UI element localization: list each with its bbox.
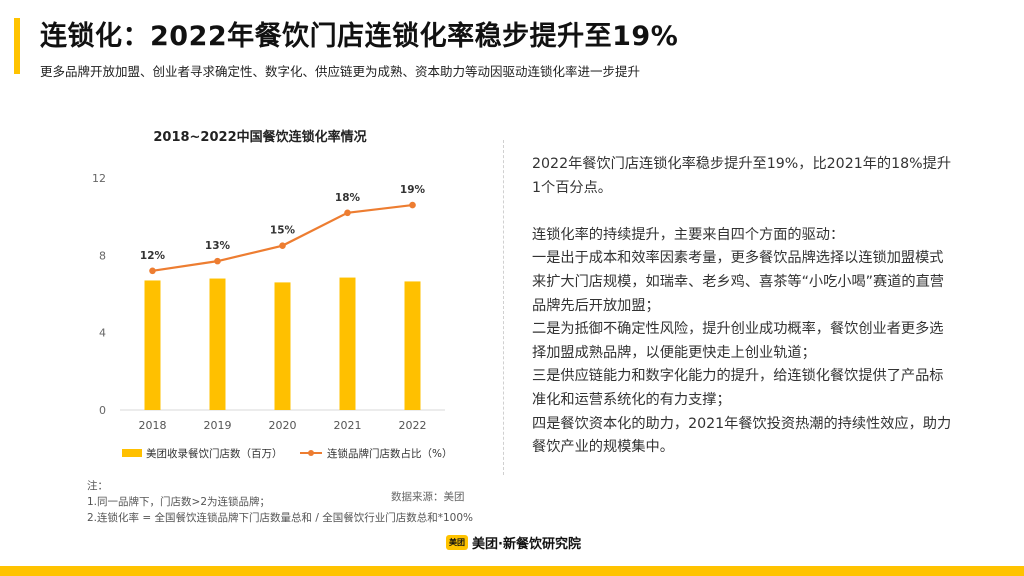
line-point: [279, 242, 286, 249]
data-label: 12%: [140, 250, 166, 262]
page-subtitle: 更多品牌开放加盟、创业者寻求确定性、数字化、供应链更为成熟、资本助力等动因驱动连…: [40, 64, 641, 79]
analysis-paragraph: 一是出于成本和效率因素考量，更多餐饮品牌选择以连锁加盟模式来扩大门店规模，如瑞幸…: [532, 250, 944, 314]
analysis-paragraph: 四是餐饮资本化的助力，2021年餐饮投资热潮的持续性效应，助力餐饮产业的规模集中…: [532, 415, 952, 456]
title-accent-bar: [14, 18, 20, 74]
line-point: [409, 201, 416, 209]
bar-store-count: [209, 278, 226, 410]
chart-title: 2018~2022中国餐饮连锁化率情况: [153, 130, 367, 145]
bar-store-count: [274, 282, 291, 410]
data-label: 13%: [205, 240, 231, 252]
y-tick-label: 4: [99, 327, 106, 340]
meituan-logo: 美团: [446, 535, 468, 550]
note-line: 1.同一品牌下，门店数>2为连锁品牌；: [87, 496, 270, 508]
analysis-paragraph: 三是供应链能力和数字化能力的提升，给连锁化餐饮提供了产品标准化和运营系统化的有力…: [532, 368, 944, 408]
line-point: [344, 209, 351, 217]
y-tick-label: 8: [99, 249, 106, 262]
y-tick-label: 12: [92, 172, 106, 185]
footer-brand: 美团 美团·新餐饮研究院: [446, 533, 581, 552]
analysis-paragraph: 二是为抵御不确定性风险，提升创业成功概率，餐饮创业者更多选择加盟成熟品牌，以便能…: [532, 321, 944, 361]
y-tick-label: 0: [99, 404, 106, 417]
x-tick-label: 2020: [269, 419, 297, 432]
analysis-paragraph: 2022年餐饮门店连锁化率稳步提升至19%，比2021年的18%提升1个百分点。: [532, 156, 952, 196]
x-tick-label: 2019: [204, 419, 232, 432]
legend-line-label: 连锁品牌门店数占比（%）: [327, 447, 452, 460]
line-point: [214, 257, 221, 265]
line-chain-rate: [152, 203, 413, 272]
page-title: 连锁化：2022年餐饮门店连锁化率稳步提升至19%: [40, 21, 679, 52]
notes-heading: 注：: [87, 480, 108, 492]
data-label: 19%: [400, 184, 426, 196]
bar-store-count: [144, 280, 161, 410]
bottom-accent-bar: [0, 566, 1024, 576]
legend-bar-swatch: [122, 449, 142, 457]
analysis-paragraph: 连锁化率的持续提升，主要来自四个方面的驱动：: [532, 226, 845, 243]
legend-line-marker: [308, 450, 314, 456]
analysis-text: 2022年餐饮门店连锁化率稳步提升至19%，比2021年的18%提升1个百分点。…: [532, 153, 952, 460]
x-tick-label: 2021: [334, 419, 362, 432]
chart-notes: 注： 1.同一品牌下，门店数>2为连锁品牌； 2.连锁化率 = 全国餐饮连锁品牌…: [87, 478, 473, 526]
legend-bar-label: 美团收录餐饮门店数（百万）: [146, 447, 283, 460]
note-line: 2.连锁化率 = 全国餐饮连锁品牌下门店数量总和 / 全国餐饮行业门店数总和*1…: [87, 512, 473, 524]
data-source: 数据来源：美团: [391, 491, 465, 503]
chain-rate-chart: 0 4 8 12 2018 2019 2020 2021 2022 12% 13% 15% 18% 19%…: [92, 172, 452, 460]
x-tick-label: 2018: [139, 419, 167, 432]
section-divider: [503, 140, 504, 475]
line-point: [149, 267, 156, 275]
brand-name: 美团·新餐饮研究院: [472, 537, 581, 552]
bar-store-count: [339, 277, 356, 410]
data-label: 15%: [270, 225, 296, 237]
data-label: 18%: [335, 192, 361, 204]
x-tick-label: 2022: [399, 419, 427, 432]
bar-store-count: [404, 281, 421, 410]
